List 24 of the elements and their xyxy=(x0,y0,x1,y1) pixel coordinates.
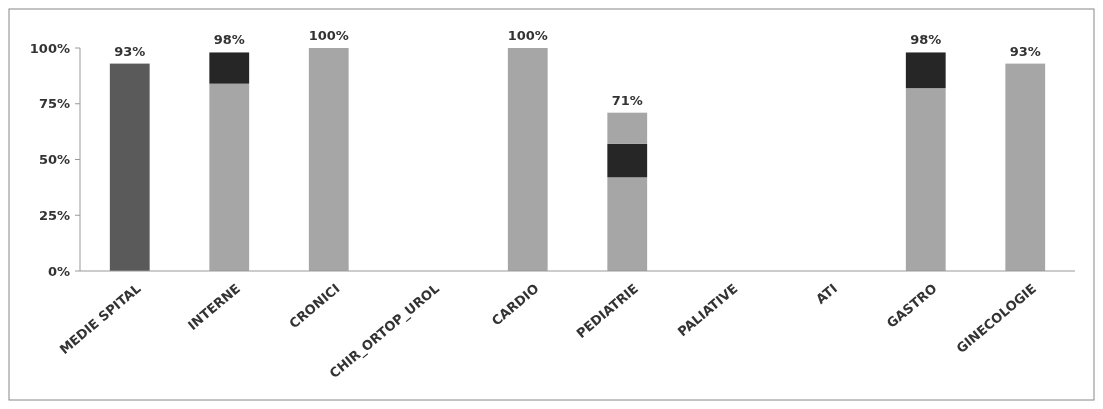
total-label: 93% xyxy=(114,43,146,59)
y-tick-label: 0% xyxy=(47,263,70,279)
bar xyxy=(607,143,648,178)
total-label: 100% xyxy=(507,28,548,43)
bar xyxy=(607,177,648,271)
y-tick-label: 100% xyxy=(29,40,70,56)
bar xyxy=(209,52,250,84)
bar xyxy=(507,48,548,271)
bar xyxy=(905,52,946,89)
y-tick-label: 25% xyxy=(38,207,70,223)
x-tick-label: ATI xyxy=(812,280,841,307)
total-label: 98% xyxy=(213,32,245,48)
bar xyxy=(607,112,648,144)
bar xyxy=(905,88,946,271)
total-label: 93% xyxy=(1009,43,1041,59)
bar xyxy=(308,48,349,271)
bar xyxy=(109,63,150,271)
total-label: 100% xyxy=(308,28,349,43)
total-label: 71% xyxy=(611,92,643,108)
bar xyxy=(1005,63,1046,271)
total-label: 98% xyxy=(910,32,942,48)
y-tick-label: 75% xyxy=(38,96,70,112)
y-tick-label: 50% xyxy=(38,152,70,168)
bar xyxy=(209,83,250,271)
